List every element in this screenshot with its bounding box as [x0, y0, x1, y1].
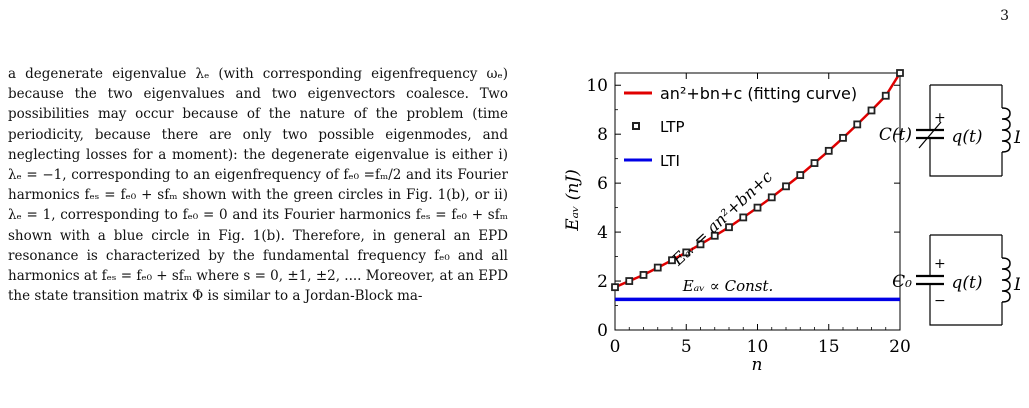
- ltp-point: [810, 159, 819, 167]
- inductor-label: L₀: [1013, 275, 1020, 295]
- x-tick-label: 5: [681, 337, 692, 357]
- ltp-point: [611, 283, 619, 292]
- ltp-point: [767, 193, 776, 202]
- minus-sign: −: [934, 293, 946, 309]
- plus-sign: +: [934, 256, 946, 272]
- page-number: 3: [1000, 8, 1009, 24]
- ltp-point: [824, 146, 833, 155]
- ltp-point: [739, 213, 748, 222]
- curve-equation-annotation: Eₐᵥ = an²+bn+c: [668, 167, 777, 270]
- ltp-point: [668, 256, 676, 265]
- ltp-point: [639, 271, 648, 279]
- plus-sign: +: [934, 110, 946, 126]
- x-axis-label: n: [752, 355, 763, 375]
- ltp-point: [710, 231, 719, 240]
- ltp-point: [653, 263, 662, 272]
- body-text-column: a degenerate eigenvalue λₑ (with corresp…: [8, 64, 508, 306]
- charge-label: q(t): [952, 273, 983, 293]
- figure-1c: 0 5 10 15 20 0 2 4 6 8 10 n Eₐᵥ (nJ) an²+bn+c (fit…: [520, 50, 1029, 404]
- capacitor-label: C(t): [879, 125, 912, 145]
- ltp-point: [725, 223, 733, 232]
- legend-ltp-label: LTP: [660, 118, 685, 136]
- ltp-point: [853, 120, 862, 129]
- y-tick-label: 0: [597, 321, 608, 341]
- x-tick-label: 15: [818, 337, 840, 357]
- body-paragraph: a degenerate eigenvalue λₑ (with corresp…: [8, 66, 509, 305]
- capacitor-label: C₀: [892, 272, 912, 292]
- legend-lti-label: LTI: [660, 152, 680, 170]
- inductor-coil-icon: [1001, 107, 1011, 153]
- ltp-point: [796, 171, 805, 179]
- variable-capacitor-arrow: [918, 121, 942, 149]
- y-tick-label: 8: [597, 125, 608, 145]
- ltp-point: [867, 106, 876, 115]
- legend-fit-label: an²+bn+c (fitting curve): [660, 84, 857, 103]
- x-tick-label: 0: [610, 337, 621, 357]
- y-tick-label: 2: [597, 272, 608, 292]
- y-tick-label: 6: [597, 174, 608, 194]
- circuit-lti: C₀ q(t) L₀ + −: [892, 234, 1029, 326]
- ltp-point: [696, 240, 705, 249]
- y-axis-label: Eₐᵥ (nJ): [563, 169, 583, 232]
- ltp-point: [839, 133, 847, 142]
- x-tick-label: 10: [747, 337, 769, 357]
- energy-plot: 0 5 10 15 20 0 2 4 6 8 10 n Eₐᵥ (nJ) an²+bn+c (fit…: [563, 69, 1029, 375]
- y-tick-label: 4: [597, 223, 608, 243]
- legend-ltp-swatch: [632, 122, 640, 130]
- ltp-point: [682, 248, 691, 257]
- constant-annotation: Eₐᵥ ∝ Const.: [682, 277, 774, 295]
- ltp-point: [881, 91, 890, 100]
- ltp-point: [625, 277, 634, 285]
- y-tick-label: 10: [586, 76, 608, 96]
- ltp-point: [753, 203, 762, 212]
- ltp-point: [896, 69, 904, 77]
- ltp-point: [782, 182, 790, 191]
- x-tick-label: 20: [889, 337, 911, 357]
- charge-label: q(t): [952, 127, 983, 147]
- inductor-coil-icon: [1001, 257, 1011, 303]
- inductor-label: L₀: [1013, 128, 1020, 148]
